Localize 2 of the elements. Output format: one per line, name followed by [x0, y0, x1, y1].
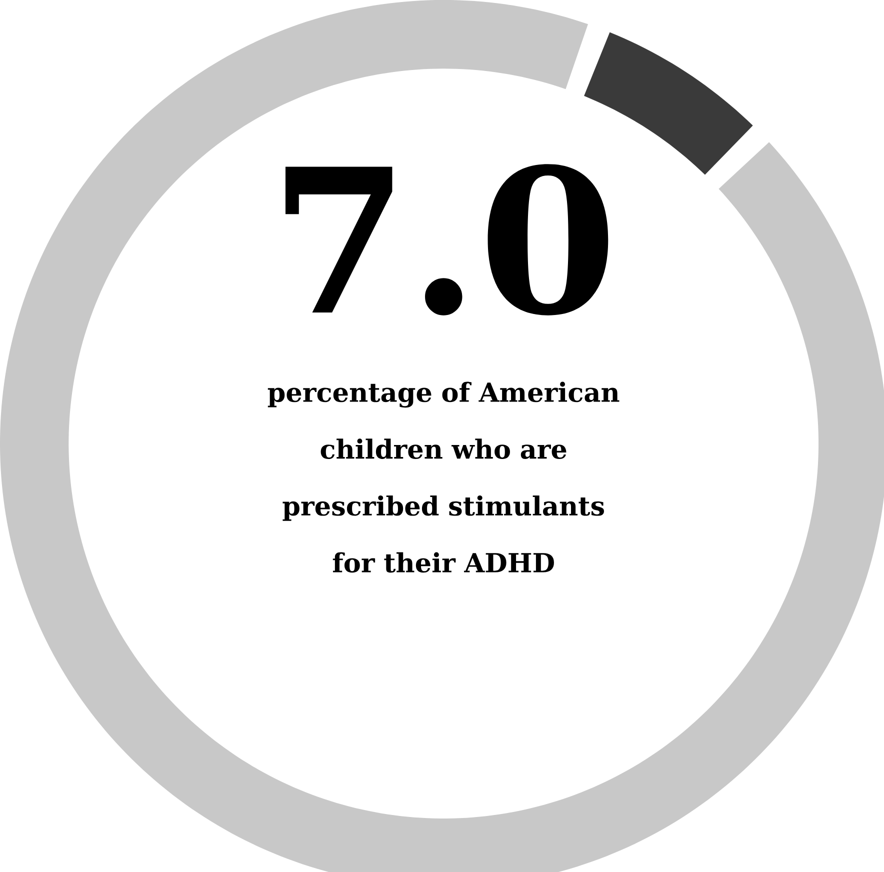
text: percentage of American children who are prescribed stimulants for their ADHD: [268, 382, 620, 572]
text: 7.0: [285, 164, 608, 316]
